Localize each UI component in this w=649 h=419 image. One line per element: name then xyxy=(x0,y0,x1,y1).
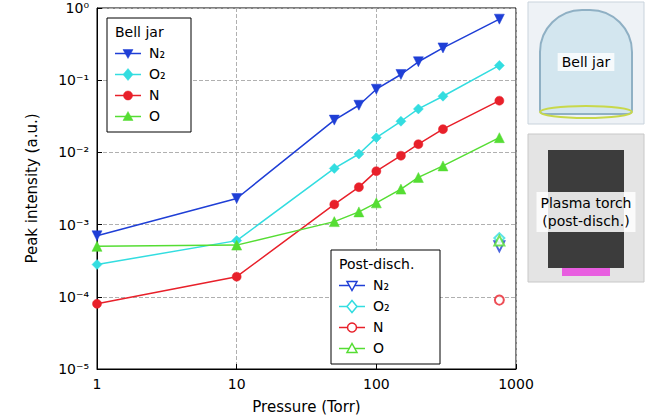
svg-text:100: 100 xyxy=(363,376,390,392)
svg-text:10⁻³: 10⁻³ xyxy=(58,217,89,233)
svg-text:Post-disch.: Post-disch. xyxy=(339,256,414,272)
svg-text:Bell jar: Bell jar xyxy=(562,54,611,70)
svg-text:10⁻⁵: 10⁻⁵ xyxy=(58,361,89,377)
svg-text:Bell jar: Bell jar xyxy=(115,24,164,40)
svg-text:10⁻¹: 10⁻¹ xyxy=(58,72,89,88)
svg-text:Plasma torch: Plasma torch xyxy=(541,195,632,211)
svg-text:O: O xyxy=(373,340,384,356)
svg-text:Peak intensity (a.u.): Peak intensity (a.u.) xyxy=(23,113,41,263)
svg-text:O₂: O₂ xyxy=(373,298,390,314)
svg-text:O₂: O₂ xyxy=(149,66,166,82)
svg-text:N: N xyxy=(149,87,159,103)
svg-text:N₂: N₂ xyxy=(373,277,389,293)
svg-text:10: 10 xyxy=(228,376,246,392)
svg-text:Pressure (Torr): Pressure (Torr) xyxy=(252,398,360,416)
svg-text:10⁻²: 10⁻² xyxy=(58,144,89,160)
svg-text:N: N xyxy=(373,319,383,335)
svg-text:1: 1 xyxy=(93,376,102,392)
svg-text:1000: 1000 xyxy=(498,376,534,392)
svg-text:(post-disch.): (post-disch.) xyxy=(542,213,629,229)
svg-text:10⁻⁴: 10⁻⁴ xyxy=(58,289,89,305)
svg-text:O: O xyxy=(149,108,160,124)
svg-text:10⁰: 10⁰ xyxy=(66,0,90,16)
svg-text:N₂: N₂ xyxy=(149,45,165,61)
